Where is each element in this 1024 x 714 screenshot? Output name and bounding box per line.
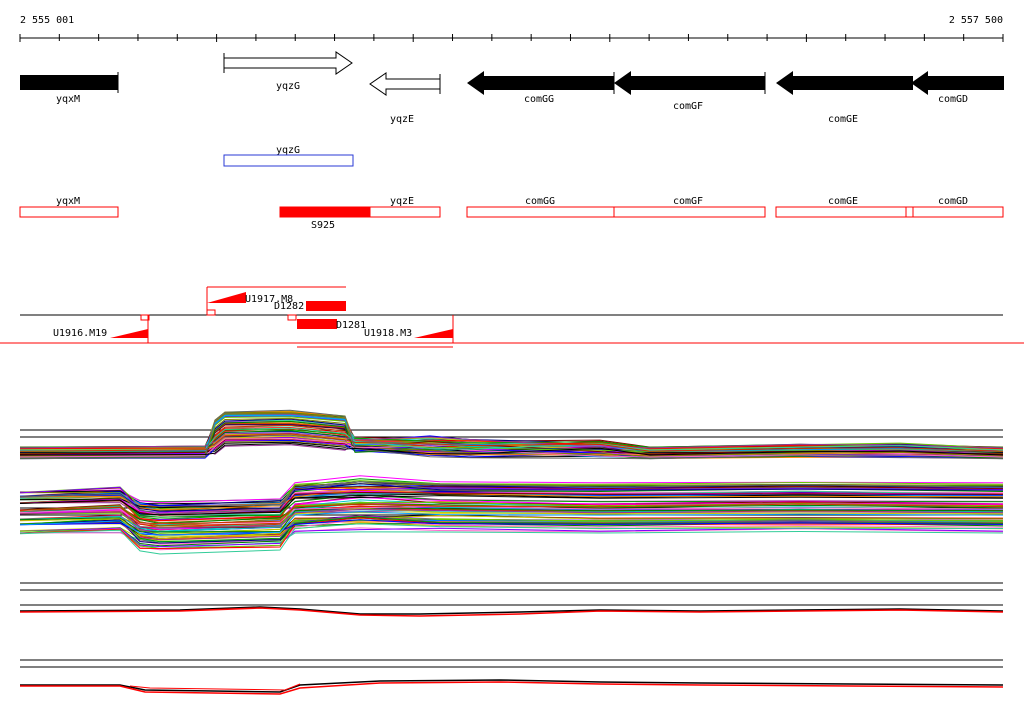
expression-profile-line [19, 415, 1004, 452]
feature-label-U1917-M8: U1917.M8 [245, 294, 293, 305]
blue-feature-label-yqzG: yqzG [276, 145, 300, 156]
feature-label-D1282: D1282 [274, 301, 304, 312]
expression-profile-line [19, 489, 1004, 516]
feature-label-U1918-M3: U1918.M3 [364, 328, 412, 339]
expression-profile-line [19, 417, 1004, 457]
expression-profile-line [19, 486, 1004, 511]
red-feature-comGD[interactable] [912, 206, 1004, 218]
red-feature-label-comGG: comGG [525, 196, 555, 207]
gene-yqxM[interactable] [20, 75, 118, 90]
expression-profile-line [19, 480, 1004, 510]
summary-lower-profile-black [20, 679, 1004, 693]
expression-profile-line [19, 518, 1004, 550]
expression-profile-line [19, 507, 1004, 533]
blue-feature-track: yqzG [223, 145, 354, 167]
summary-upper-profile-red [19, 607, 1004, 617]
gene-yqzE[interactable] [369, 72, 441, 96]
red-feature-label-comGF: comGF [673, 196, 703, 207]
red-feature-yqzE[interactable] [369, 206, 441, 218]
feature-label-U1916-M19: U1916.M19 [53, 328, 107, 339]
gene-comGD[interactable] [911, 71, 1004, 95]
expression-profile-line [19, 508, 1004, 529]
gene-comGE[interactable] [776, 71, 913, 95]
expression-track-lower [19, 475, 1004, 555]
red-feature-label-comGE: comGE [828, 196, 858, 207]
expression-profile-line [19, 433, 1004, 452]
expression-profile-line [19, 527, 1004, 548]
expression-profile-line [19, 409, 1004, 460]
expression-profile-line [19, 442, 1004, 456]
feature-D1282[interactable] [306, 301, 346, 311]
ruler-start-label: 2 555 001 [20, 15, 74, 26]
expression-profile-line [19, 491, 1004, 516]
red-feature-track: yqxM S925 yqzE comGG comGF comGE comGD [19, 196, 1004, 231]
red-feature-comGE[interactable] [775, 206, 914, 218]
expression-profile-line [19, 503, 1004, 525]
gene-label-yqzG: yqzG [276, 81, 300, 92]
ruler-end-label: 2 557 500 [949, 15, 1003, 26]
ruler-ticks [19, 34, 1004, 42]
red-feature-label-comGD: comGD [938, 196, 968, 207]
gene-comGF[interactable] [614, 71, 765, 95]
feature-U1916-box [140, 314, 150, 321]
summary-lower-profile-red-2 [129, 683, 301, 691]
expression-profile-line [19, 523, 1004, 555]
feature-U1918-M3[interactable] [414, 329, 453, 338]
expression-profiles-lower [19, 475, 1004, 555]
expression-profile-line [19, 511, 1004, 536]
summary-lower-profile-red [20, 681, 1004, 695]
red-feature-comGG[interactable] [466, 206, 615, 218]
summary-track-upper [19, 582, 1004, 617]
feature-label-D1281: D1281 [336, 320, 366, 331]
red-feature-label-yqxM: yqxM [56, 196, 80, 207]
gene-label-comGG: comGG [524, 94, 554, 105]
expression-profile-line [19, 515, 1004, 543]
coordinate-ruler: 2 555 001 2 557 500 [19, 15, 1004, 42]
feature-U1917-box [206, 309, 216, 316]
expression-profile-line [19, 505, 1004, 525]
expression-profile-line [19, 438, 1004, 458]
feature-U1916-M19[interactable] [110, 329, 148, 338]
expression-profile-line [19, 503, 1004, 525]
expression-profiles-upper [19, 409, 1004, 460]
expression-profile-line [19, 481, 1004, 515]
expression-profile-line [19, 427, 1004, 451]
red-feature-S925[interactable] [279, 206, 371, 218]
expression-profile-line [19, 483, 1004, 512]
red-feature-label-S925: S925 [311, 220, 335, 231]
summary-upper-profile-black [19, 606, 1004, 615]
expression-profile-line [19, 486, 1004, 513]
gene-comGG[interactable] [467, 71, 614, 95]
expression-profile-line [19, 426, 1004, 449]
blue-feature-yqzG[interactable] [223, 154, 354, 167]
transcript-feature-track: U1917.M8 D1282 U1916.M19 D1281 U1918.M3 [0, 286, 1024, 348]
gene-label-comGD: comGD [938, 94, 968, 105]
gene-track: yqxM yqzG yqzE comGG comGF comGE comGD [20, 51, 1004, 125]
gene-label-yqxM: yqxM [56, 94, 80, 105]
gene-label-yqzE: yqzE [390, 114, 414, 125]
feature-U1917-M8[interactable] [207, 292, 246, 303]
red-feature-label-yqzE: yqzE [390, 196, 414, 207]
gene-label-comGE: comGE [828, 114, 858, 125]
summary-track-lower [20, 659, 1004, 695]
gene-yqzG[interactable] [223, 51, 353, 75]
red-feature-comGF[interactable] [613, 206, 766, 218]
expression-track-upper [19, 409, 1004, 460]
gene-label-comGF: comGF [673, 101, 703, 112]
expression-profile-line [19, 475, 1004, 504]
expression-profile-line [19, 432, 1004, 449]
feature-D1281-box [287, 314, 297, 321]
expression-profile-line [19, 495, 1004, 516]
feature-D1281[interactable] [297, 319, 337, 329]
expression-profile-line [19, 416, 1004, 453]
red-feature-yqxM[interactable] [19, 206, 119, 218]
expression-profile-line [19, 492, 1004, 511]
expression-profile-line [19, 522, 1004, 547]
